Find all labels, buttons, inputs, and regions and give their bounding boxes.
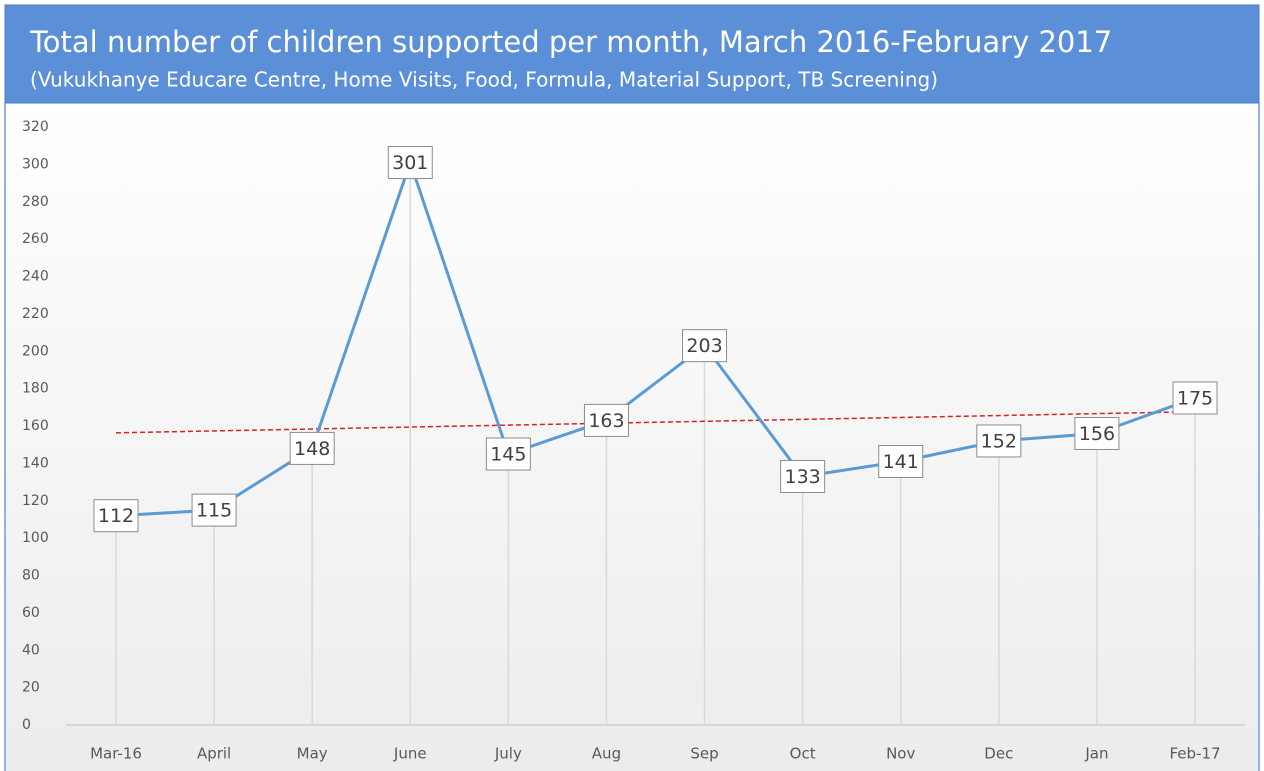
data-label-box (289, 431, 335, 465)
data-label: 145 (490, 444, 526, 466)
chart-subtitle: (Vukukhanye Educare Centre, Home Visits,… (30, 68, 938, 92)
x-tick-label: May (297, 745, 328, 763)
data-label-box (485, 437, 531, 471)
data-label-box (1074, 416, 1120, 450)
data-label-box (976, 424, 1022, 458)
y-tick-label: 180 (22, 381, 49, 397)
x-tick-label: Nov (886, 745, 915, 763)
data-label: 163 (588, 410, 624, 432)
x-tick-label: Aug (592, 745, 621, 763)
data-label-box (878, 445, 924, 479)
y-tick-label: 300 (22, 156, 49, 172)
data-label: 115 (196, 500, 232, 522)
y-tick-label: 60 (22, 605, 40, 621)
y-tick-label: 0 (22, 717, 31, 733)
data-label: 175 (1177, 387, 1213, 409)
trend-line (115, 410, 1196, 434)
data-label: 112 (98, 505, 134, 527)
data-label: 133 (785, 466, 821, 488)
x-tick-label: Mar-16 (90, 745, 142, 763)
y-tick-label: 260 (22, 231, 49, 247)
data-label: 141 (883, 451, 919, 473)
title-banner (4, 4, 1260, 104)
y-tick-label: 100 (22, 530, 49, 546)
y-tick-label: 80 (22, 568, 40, 584)
x-tick-label: July (494, 745, 522, 763)
data-label: 156 (1079, 423, 1115, 445)
x-tick-label: June (393, 745, 427, 763)
y-tick-label: 320 (22, 119, 49, 135)
plot-background (5, 103, 1259, 771)
data-label-box (191, 493, 237, 527)
y-tick-label: 280 (22, 194, 49, 210)
y-tick-label: 240 (22, 269, 49, 285)
data-label: 301 (392, 152, 428, 174)
y-tick-label: 160 (22, 418, 49, 434)
data-label-box (583, 403, 629, 437)
data-label-box (682, 329, 728, 363)
x-tick-label: Feb-17 (1169, 745, 1220, 763)
x-tick-label: Dec (984, 745, 1013, 763)
y-tick-label: 120 (22, 493, 49, 509)
x-tick-label: Oct (790, 745, 816, 763)
chart-title: Total number of children supported per m… (29, 25, 1112, 59)
data-label: 152 (981, 430, 1017, 452)
y-tick-label: 200 (22, 343, 49, 359)
data-label-box (93, 499, 139, 533)
y-tick-label: 20 (22, 680, 40, 696)
x-tick-label: Jan (1084, 745, 1108, 763)
y-tick-label: 220 (22, 306, 49, 322)
y-tick-label: 40 (22, 642, 40, 658)
data-label-box (387, 146, 433, 180)
x-tick-label: April (197, 745, 231, 763)
data-label: 203 (686, 335, 722, 357)
data-label-box (1172, 381, 1218, 415)
x-tick-label: Sep (690, 745, 718, 763)
y-tick-label: 140 (22, 455, 49, 471)
data-label-box (780, 459, 826, 493)
data-label: 148 (294, 438, 330, 460)
